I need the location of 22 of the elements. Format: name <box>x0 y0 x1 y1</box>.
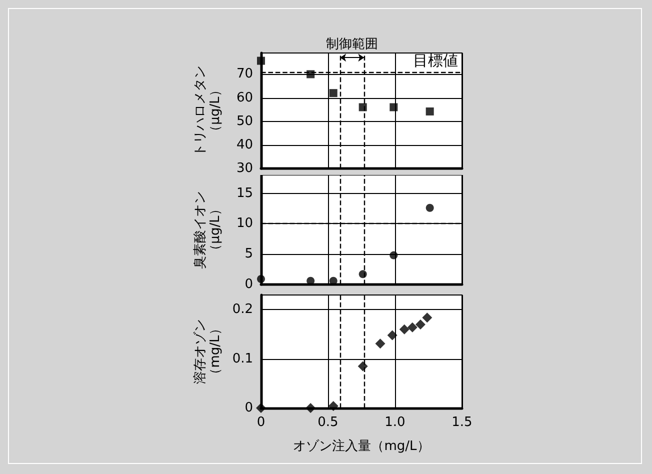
x-tick-label: 1.0 <box>384 415 406 430</box>
y-axis-title: 溶存オゾン（mg/L） <box>192 319 223 384</box>
y-tick-label: 60 <box>236 90 253 106</box>
y-tick-label: 5 <box>244 246 253 262</box>
y-tick-label: 50 <box>236 114 253 129</box>
text: 制御範囲 <box>326 37 378 52</box>
y-tick-label: 40 <box>236 137 253 152</box>
y-axis-title: トリハロメタン（μg/L） <box>193 65 223 156</box>
y-tick-label: 0 <box>244 400 253 416</box>
x-axis-title: オゾン注入量（mg/L） <box>293 439 430 454</box>
ref-line-label: 目標値 <box>413 51 458 70</box>
y-tick-label: 0.1 <box>232 351 253 366</box>
y-tick-label: 0.2 <box>232 302 253 318</box>
y-axis-title: 臭素酸イオン（μg/L） <box>193 190 223 269</box>
x-tick-label: 0 <box>256 415 266 430</box>
y-tick-label: 70 <box>236 66 253 82</box>
y-tick-label: 30 <box>236 161 253 176</box>
x-tick-label: 0.5 <box>318 415 338 430</box>
y-tick-label: 0 <box>244 277 253 292</box>
x-tick-label: 1.5 <box>452 415 472 430</box>
y-tick-label: 15 <box>236 186 253 201</box>
y-tick-label: 10 <box>236 216 253 232</box>
